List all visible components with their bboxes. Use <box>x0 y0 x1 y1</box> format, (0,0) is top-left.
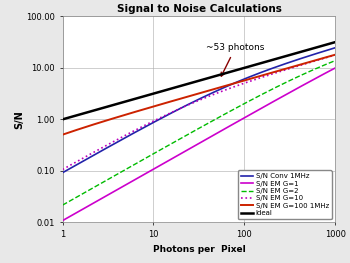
Y-axis label: S/N: S/N <box>15 110 24 129</box>
X-axis label: Photons per  Pixel: Photons per Pixel <box>153 245 245 254</box>
Legend: S/N Conv 1MHz, S/N EM G=1, S/N EM G=2, S/N EM G=10, S/N EM G=100 1MHz, Ideal: S/N Conv 1MHz, S/N EM G=1, S/N EM G=2, S… <box>238 170 332 219</box>
Text: ~53 photons: ~53 photons <box>206 43 265 76</box>
Title: Signal to Noise Calculations: Signal to Noise Calculations <box>117 4 281 14</box>
